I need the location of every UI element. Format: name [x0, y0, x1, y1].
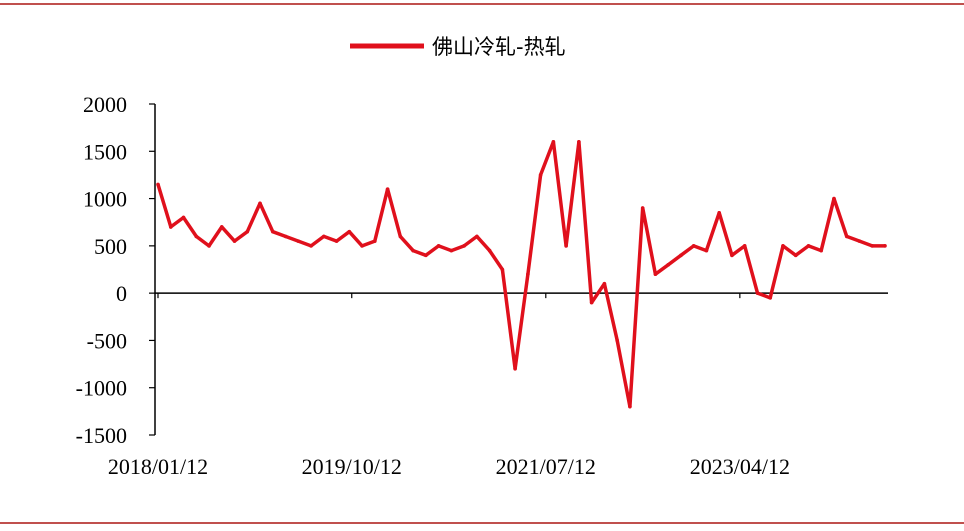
data-point: [551, 140, 556, 144]
data-point: [156, 182, 160, 187]
series-group: [156, 140, 887, 409]
data-point: [449, 248, 454, 253]
y-tick-label: -1000: [76, 376, 127, 401]
data-point: [232, 239, 237, 243]
data-point: [436, 244, 441, 248]
y-tick-label: 2000: [83, 92, 127, 117]
data-point: [270, 229, 275, 234]
data-point: [398, 234, 403, 239]
y-tick-label: 500: [94, 234, 127, 259]
y-tick-label: 1500: [83, 139, 127, 164]
data-point: [640, 206, 645, 210]
data-point: [564, 244, 568, 248]
data-point: [334, 239, 339, 243]
data-point: [462, 244, 466, 248]
x-tick-label: 2021/07/12: [496, 454, 596, 479]
data-point: [742, 244, 747, 248]
y-tick-label: -1500: [76, 423, 127, 448]
data-point: [602, 281, 607, 286]
data-point: [755, 291, 760, 295]
x-tick-label: 2018/01/12: [108, 454, 208, 479]
y-tick-label: -500: [87, 328, 127, 353]
data-point: [857, 239, 862, 243]
data-point: [691, 244, 696, 248]
legend: 佛山冷轧-热轧: [350, 35, 566, 59]
data-point: [309, 244, 313, 248]
data-point: [283, 234, 288, 239]
bottom-border: [0, 522, 964, 524]
data-point: [181, 215, 186, 220]
data-point: [411, 248, 415, 253]
data-point: [806, 244, 811, 248]
series-line: [156, 140, 885, 409]
data-point: [679, 253, 683, 258]
data-point: [615, 338, 619, 343]
data-point: [819, 248, 824, 253]
data-point: [296, 239, 301, 243]
data-point: [628, 404, 632, 409]
data-point: [883, 244, 887, 248]
top-border: [0, 3, 964, 5]
y-axis: 2000 1500 1000 500 0 -500 -1000 -1500: [76, 92, 156, 448]
data-point: [577, 140, 581, 144]
data-point: [781, 244, 785, 248]
y-tick-label: 0: [116, 281, 127, 306]
data-point: [500, 267, 505, 272]
data-point: [194, 234, 199, 239]
data-point: [768, 296, 773, 300]
data-point: [385, 187, 390, 191]
data-point: [717, 210, 721, 215]
data-point: [730, 253, 734, 258]
data-point: [245, 229, 250, 234]
legend-label: 佛山冷轧-热轧: [432, 35, 566, 59]
x-tick-label: 2019/10/12: [302, 454, 402, 479]
data-point: [424, 253, 428, 258]
data-point: [526, 272, 530, 277]
data-point: [653, 272, 658, 277]
data-point: [168, 225, 173, 229]
data-point: [793, 253, 798, 258]
data-point: [589, 300, 594, 305]
data-point: [475, 234, 479, 239]
data-point: [347, 229, 352, 234]
data-point: [219, 225, 224, 229]
data-point: [360, 244, 364, 248]
data-point: [704, 248, 709, 253]
data-point: [870, 244, 875, 248]
data-point: [666, 262, 670, 267]
data-point: [373, 239, 377, 243]
x-tick-label: 2023/04/12: [690, 454, 790, 479]
data-point: [487, 248, 492, 253]
data-point: [322, 234, 326, 239]
data-point: [832, 196, 836, 201]
data-point: [258, 201, 262, 206]
data-point: [513, 367, 517, 371]
data-point: [844, 234, 849, 239]
data-point: [207, 244, 211, 248]
x-axis: 2018/01/12 2019/10/12 2021/07/12 2023/04/12: [108, 292, 888, 479]
data-point: [538, 173, 543, 177]
y-tick-label: 1000: [83, 187, 127, 212]
